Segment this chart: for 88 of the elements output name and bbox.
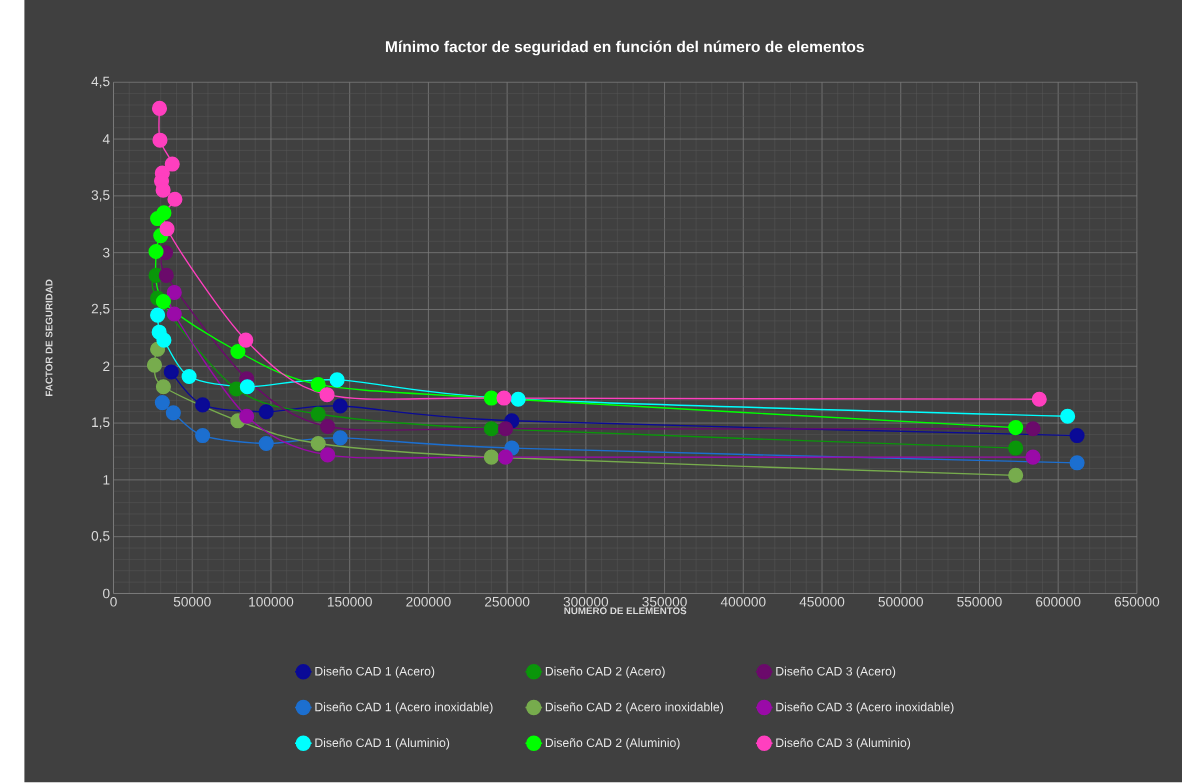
point xyxy=(156,332,172,348)
legend-label: Diseño CAD 1 (Acero inoxidable) xyxy=(315,702,493,714)
x-tick-label: 250000 xyxy=(485,597,530,607)
legend-label: Diseño CAD 1 (Aluminio) xyxy=(315,738,450,750)
x-tick-label: 550000 xyxy=(957,597,1002,607)
legend-label: Diseño CAD 2 (Acero inoxidable) xyxy=(545,702,723,714)
y-tick-label: 0,5 xyxy=(91,531,110,543)
x-tick-label: 450000 xyxy=(799,597,845,607)
point xyxy=(166,306,182,322)
point xyxy=(238,332,254,348)
point xyxy=(239,379,255,395)
y-tick-label: 0 xyxy=(103,588,110,599)
point xyxy=(155,182,171,198)
point xyxy=(496,390,512,406)
y-tick-label: 3 xyxy=(103,248,110,258)
y-axis-title: FACTOR DE SEGURIDAD xyxy=(45,279,53,397)
point xyxy=(1008,468,1024,484)
point xyxy=(166,285,182,301)
point xyxy=(1025,421,1041,437)
legend-label: Diseño CAD 3 (Aluminio) xyxy=(776,738,911,750)
legend-label: Diseño CAD 3 (Acero inoxidable) xyxy=(776,702,954,714)
point xyxy=(156,205,172,221)
legend-label: Diseño CAD 2 (Aluminio) xyxy=(545,738,680,750)
point xyxy=(163,364,179,380)
point xyxy=(195,428,211,444)
point xyxy=(151,101,168,117)
point xyxy=(332,398,348,414)
point xyxy=(167,191,183,208)
point xyxy=(195,397,211,413)
point xyxy=(154,395,170,411)
x-tick-label: 400000 xyxy=(720,597,766,607)
legend-label: Diseño CAD 1 (Acero) xyxy=(315,666,435,679)
point xyxy=(310,406,326,422)
point xyxy=(239,408,255,425)
y-tick-label: 4,5 xyxy=(91,76,110,89)
point xyxy=(498,449,514,465)
point xyxy=(165,405,181,421)
legend-label: Diseño CAD 3 (Acero) xyxy=(776,666,896,679)
x-tick-label: 150000 xyxy=(327,597,372,607)
x-tick-label: 350000 xyxy=(642,597,687,607)
point xyxy=(148,244,164,260)
point xyxy=(1069,455,1085,471)
point xyxy=(310,377,326,393)
point xyxy=(155,379,171,395)
point xyxy=(1069,428,1085,444)
point xyxy=(230,344,246,360)
point xyxy=(158,268,174,284)
y-tick-label: 3,5 xyxy=(91,190,110,202)
point xyxy=(319,387,335,403)
y-tick-label: 1 xyxy=(103,475,110,485)
point xyxy=(146,357,162,373)
y-tick-label: 4 xyxy=(102,134,110,145)
point xyxy=(150,307,166,323)
point xyxy=(483,449,499,465)
point xyxy=(1060,408,1076,425)
point xyxy=(155,294,171,310)
point xyxy=(1008,420,1024,436)
point xyxy=(258,404,274,420)
point xyxy=(1008,440,1024,456)
y-tick-label: 1,5 xyxy=(92,417,110,429)
point xyxy=(1025,449,1041,465)
point xyxy=(510,391,526,408)
point xyxy=(1031,391,1047,408)
x-tick-label: 650000 xyxy=(1114,597,1160,607)
point xyxy=(329,372,345,388)
x-tick-label: 600000 xyxy=(1036,597,1081,607)
point xyxy=(181,369,197,385)
x-tick-label: 200000 xyxy=(406,597,451,607)
point xyxy=(310,436,326,452)
legend-label: Diseño CAD 2 (Acero) xyxy=(545,666,665,679)
y-tick-label: 2 xyxy=(103,361,110,372)
x-tick-label: 0 xyxy=(110,597,117,607)
y-tick-label: 2,5 xyxy=(91,304,110,316)
point xyxy=(164,156,180,172)
x-tick-label: 500000 xyxy=(878,597,923,607)
point xyxy=(152,132,168,148)
x-tick-label: 100000 xyxy=(249,597,294,607)
x-tick-label: 300000 xyxy=(563,597,609,607)
point xyxy=(320,447,336,463)
point xyxy=(332,430,348,446)
x-tick-label: 50000 xyxy=(173,597,211,607)
point xyxy=(483,421,499,437)
point xyxy=(258,436,274,452)
point xyxy=(159,221,175,237)
point xyxy=(498,421,514,437)
point xyxy=(320,419,336,435)
point xyxy=(483,390,499,406)
chart-title: Mínimo factor de seguridad en función del número de elementos xyxy=(385,40,864,56)
